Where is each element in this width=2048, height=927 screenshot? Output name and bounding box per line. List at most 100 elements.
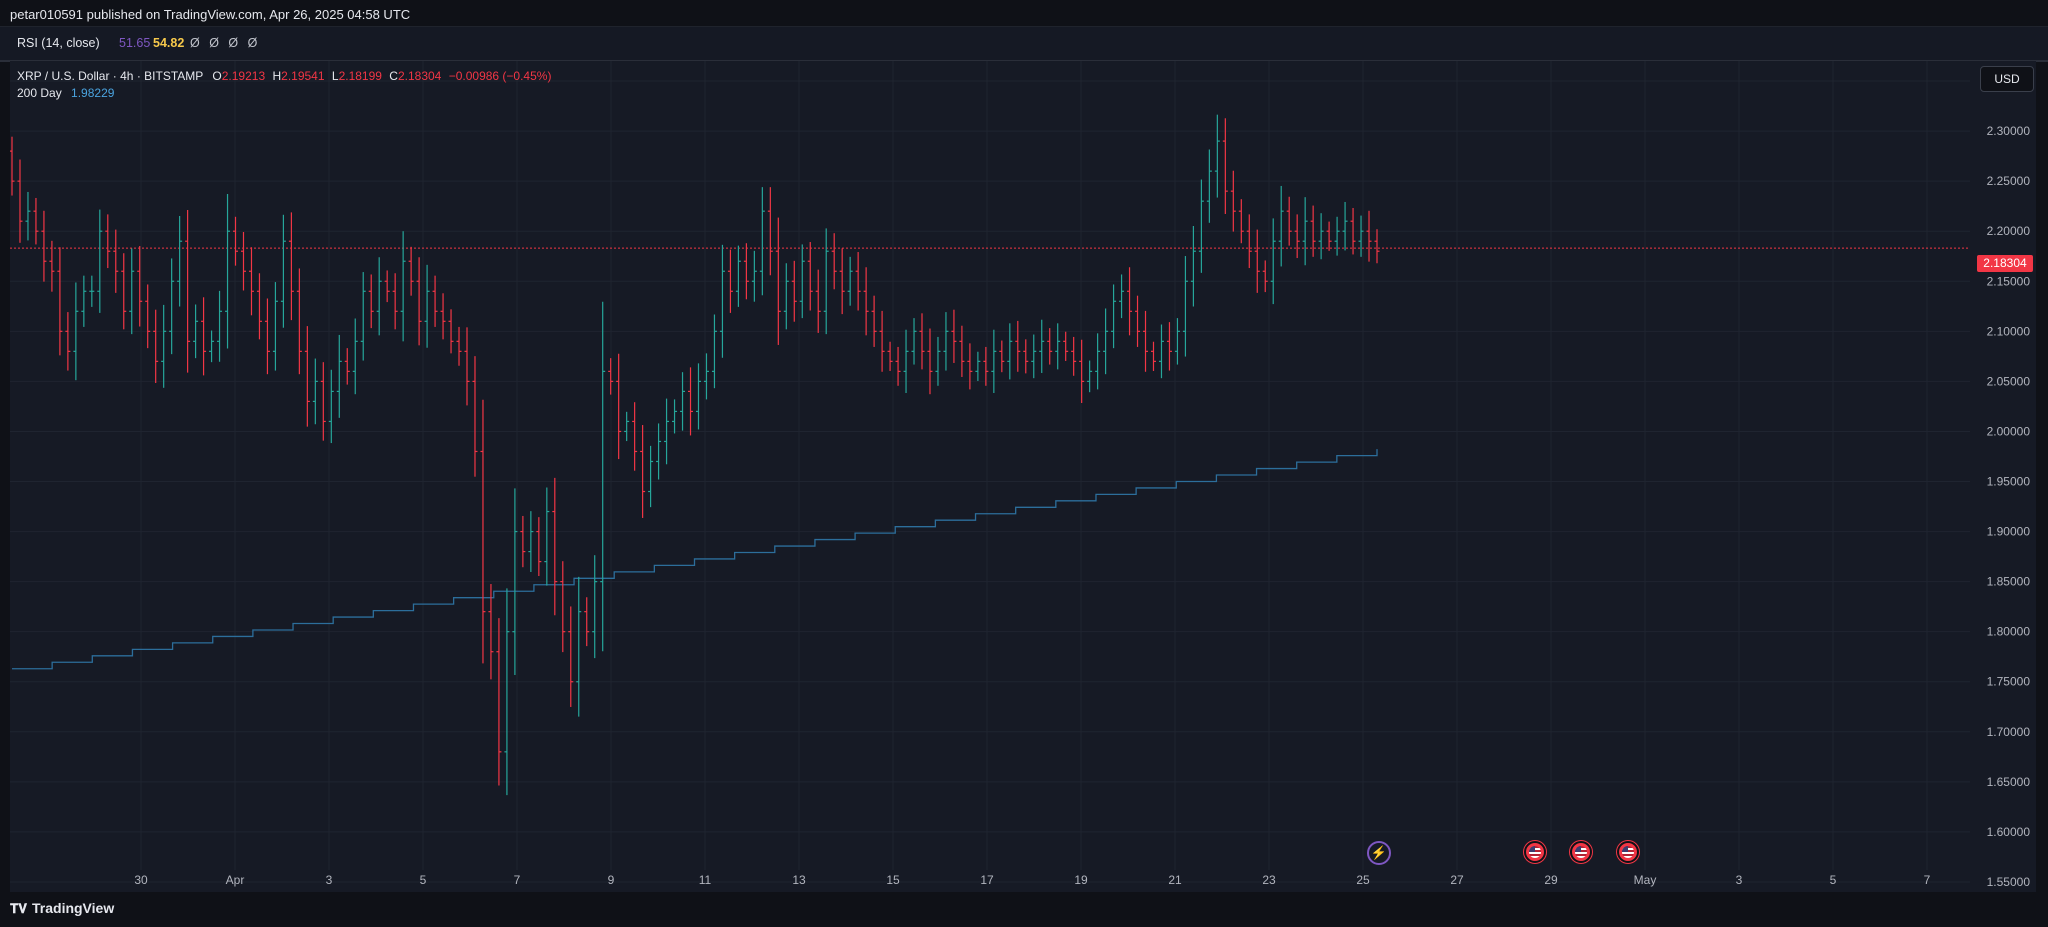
x-tick-label: 7 — [514, 873, 521, 887]
currency-button[interactable]: USD — [1980, 66, 2034, 92]
publisher-text: petar010591 published on TradingView.com… — [10, 7, 411, 22]
ohlc-bar — [264, 298, 270, 375]
ohlc-bar — [376, 257, 382, 336]
ohlc-bar — [448, 309, 454, 354]
ohlc-bar — [57, 247, 63, 356]
y-tick-label: 2.20000 — [1987, 224, 2031, 238]
ohlc-bar — [185, 209, 191, 373]
ohlc-bar — [799, 244, 805, 319]
ohlc-bar — [600, 301, 606, 652]
ohlc-bar — [288, 212, 294, 321]
ohlc-bar — [113, 229, 119, 293]
ohlc-bar — [584, 597, 590, 647]
publish-header: petar010591 published on TradingView.com… — [0, 0, 2048, 27]
ohlc-bar — [831, 233, 837, 290]
ohlc-bar — [17, 159, 23, 243]
rsi-extra-values: Ø Ø Ø Ø — [190, 36, 261, 50]
ohlc-bar — [823, 228, 829, 335]
tradingview-logo[interactable]: 𝐓𝐕 TradingView — [10, 900, 115, 916]
ohlc-bar — [1095, 333, 1101, 390]
ohlc-chart-svg[interactable]: 2.350002.300002.250002.200002.150002.100… — [10, 61, 2036, 892]
ohlc-bar — [209, 330, 215, 363]
x-tick-label: 17 — [980, 873, 994, 887]
rsi-label[interactable]: RSI (14, close) — [17, 36, 100, 50]
x-tick-label: 13 — [792, 873, 806, 887]
ohlc-bar — [240, 232, 246, 291]
ma-label[interactable]: 200 Day — [17, 86, 62, 100]
ohlc-bar — [1111, 284, 1117, 349]
ohlc-bar — [903, 329, 909, 393]
ohlc-bar — [1127, 267, 1133, 336]
ohlc-bar — [879, 310, 885, 372]
ohlc-bar — [1119, 274, 1125, 319]
ohlc-bar — [225, 193, 231, 349]
ohlc-bar — [735, 245, 741, 307]
x-tick-label: 11 — [699, 873, 712, 887]
ohlc-bar — [1103, 308, 1109, 375]
ohlc-bar — [89, 275, 95, 307]
ohlc-bar — [887, 341, 893, 371]
ohlc-bar — [1007, 323, 1013, 380]
ohlc-bar — [743, 243, 749, 300]
x-tick-label: 21 — [1168, 873, 1182, 887]
x-tick-label: Apr — [226, 873, 245, 887]
ohlc-bar — [1166, 322, 1172, 371]
ohlc-bar — [759, 187, 765, 296]
y-tick-label: 2.15000 — [1987, 274, 2031, 288]
ohlc-bar — [1294, 214, 1300, 259]
ohlc-bar — [648, 445, 654, 508]
ohlc-bar — [959, 325, 965, 377]
ohlc-bar — [137, 246, 143, 327]
us-flag-icon[interactable] — [1524, 841, 1546, 863]
ohlc-bar — [336, 334, 342, 418]
x-tick-label: 5 — [1830, 873, 1837, 887]
close-value: 2.18304 — [397, 69, 442, 83]
ohlc-bar — [767, 187, 773, 276]
ohlc-bar — [592, 555, 598, 659]
ohlc-bar — [145, 284, 151, 349]
ohlc-bar — [1222, 118, 1228, 214]
symbol-legend[interactable]: XRP / U.S. Dollar · 4h · BITSTAMP O2.192… — [17, 69, 551, 83]
ohlc-bar — [895, 346, 901, 386]
ohlc-bar — [248, 247, 254, 316]
x-tick-label: 29 — [1544, 873, 1558, 887]
ohlc-bar — [544, 487, 550, 586]
symbol-name[interactable]: XRP / U.S. Dollar · 4h · BITSTAMP — [17, 69, 204, 83]
ohlc-bar — [935, 336, 941, 386]
lightning-icon[interactable]: ⚡ — [1367, 841, 1391, 865]
ohlc-bar — [400, 231, 406, 342]
ohlc-bar — [504, 588, 510, 796]
x-tick-label: 23 — [1262, 873, 1276, 887]
rsi-indicator-row[interactable]: RSI (14, close) 51.65 54.82 Ø Ø Ø Ø — [0, 27, 2048, 62]
us-flag-icon[interactable] — [1617, 841, 1639, 863]
ohlc-bar — [576, 576, 582, 717]
ma-legend[interactable]: 200 Day 1.98229 — [17, 86, 114, 100]
ohlc-bar — [1230, 170, 1236, 232]
ohlc-bar — [1238, 199, 1244, 244]
ohlc-bar — [536, 517, 542, 577]
y-tick-label: 1.80000 — [1987, 625, 2031, 639]
ohlc-bar — [217, 290, 223, 362]
ohlc-bar — [640, 425, 646, 518]
ohlc-bar — [680, 372, 686, 431]
ohlc-bar — [1190, 225, 1196, 307]
rsi-ma-value: 54.82 — [153, 36, 185, 50]
ohlc-bar — [1262, 260, 1268, 293]
ohlc-bar — [624, 411, 630, 442]
ohlc-bar — [775, 217, 781, 345]
ohlc-bar — [344, 348, 350, 385]
y-tick-label: 1.65000 — [1987, 775, 2031, 789]
ohlc-bar — [328, 369, 334, 444]
ohlc-bar — [1286, 196, 1292, 246]
x-tick-label: 7 — [1924, 873, 1931, 887]
us-flag-icon[interactable] — [1570, 841, 1592, 863]
ohlc-bar — [360, 272, 366, 361]
ohlc-bar — [815, 269, 821, 333]
ohlc-bar — [1015, 320, 1021, 372]
price-chart[interactable]: 2.350002.300002.250002.200002.150002.100… — [10, 61, 2036, 892]
open-label: O — [212, 69, 222, 83]
ohlc-bar — [1143, 310, 1149, 372]
ohlc-bar — [177, 215, 183, 307]
ohlc-bar — [751, 250, 757, 302]
ohlc-bar — [1047, 328, 1053, 365]
